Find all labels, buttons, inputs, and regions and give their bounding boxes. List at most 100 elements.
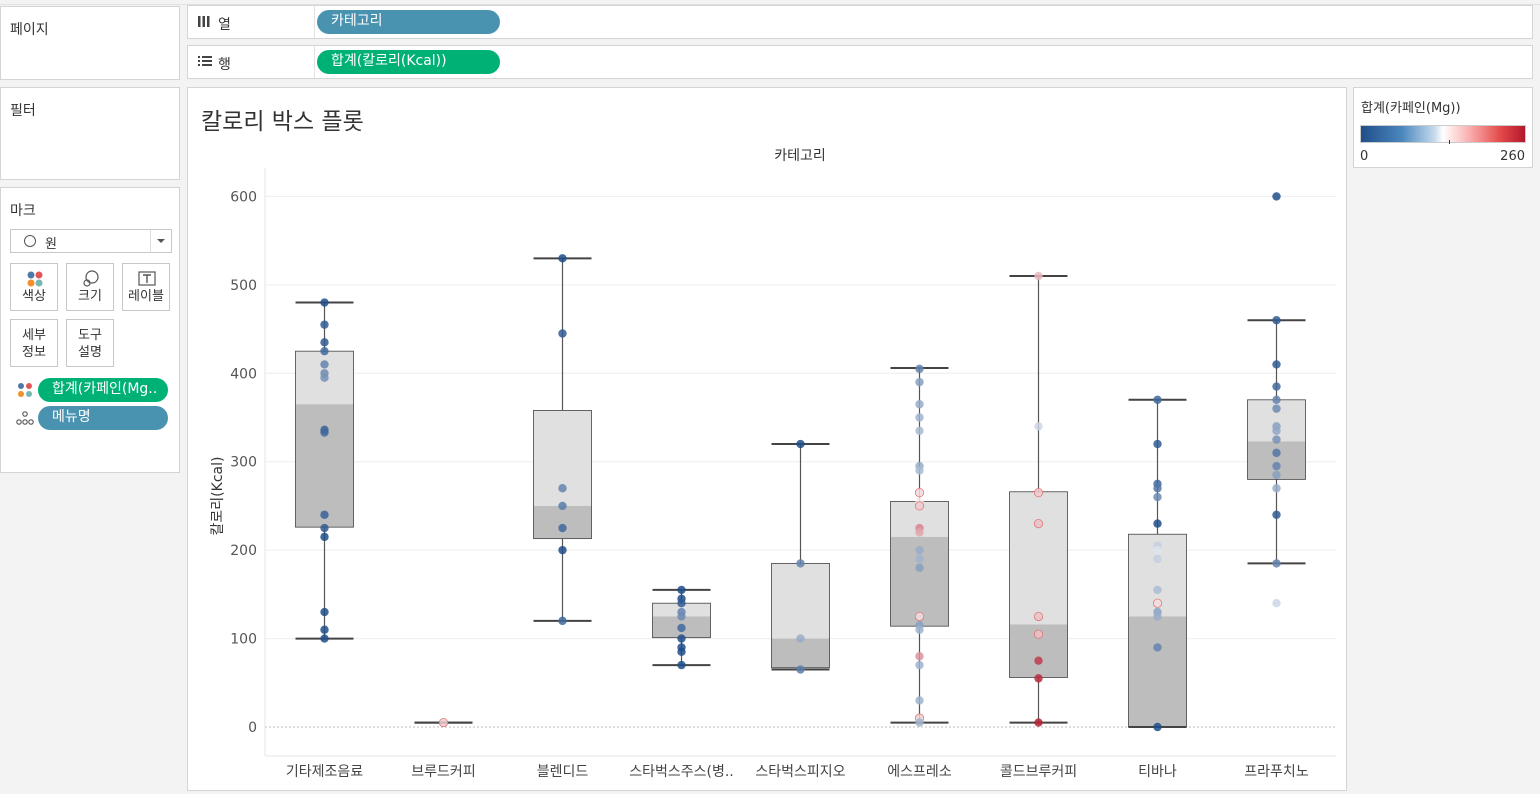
data-point[interactable] xyxy=(1034,656,1043,665)
columns-pill[interactable]: 카테고리 xyxy=(317,10,500,34)
mark-type-dropdown[interactable]: 원 xyxy=(10,229,172,253)
data-point[interactable] xyxy=(1153,643,1162,652)
data-point[interactable] xyxy=(796,634,805,643)
tooltip-button[interactable]: 도구 설명 xyxy=(66,319,114,367)
data-point[interactable] xyxy=(915,554,924,564)
data-point[interactable] xyxy=(320,607,329,617)
label-button[interactable]: 레이블 xyxy=(122,263,170,311)
data-point[interactable] xyxy=(915,718,924,727)
data-point[interactable] xyxy=(915,426,924,435)
data-point[interactable] xyxy=(320,373,329,382)
data-point[interactable] xyxy=(1272,435,1281,444)
data-point[interactable] xyxy=(1272,382,1281,391)
data-point[interactable] xyxy=(558,484,567,493)
data-point[interactable] xyxy=(558,616,567,626)
data-point[interactable] xyxy=(796,665,805,674)
data-point[interactable] xyxy=(1034,674,1043,683)
data-point[interactable] xyxy=(1153,545,1162,555)
data-point[interactable] xyxy=(1272,360,1281,369)
data-point[interactable] xyxy=(320,338,329,347)
data-point[interactable] xyxy=(1034,271,1043,281)
box-4[interactable] xyxy=(771,443,830,671)
data-point[interactable] xyxy=(677,660,686,670)
data-point[interactable] xyxy=(1153,585,1162,595)
data-point[interactable] xyxy=(1272,510,1281,519)
data-point[interactable] xyxy=(320,510,329,519)
data-point[interactable] xyxy=(1272,316,1281,325)
data-point[interactable] xyxy=(915,528,924,537)
data-point[interactable] xyxy=(914,488,925,498)
rows-shelf[interactable]: 행 합계(칼로리(Kcal)) xyxy=(187,45,1533,79)
data-point[interactable] xyxy=(1272,448,1281,458)
data-point[interactable] xyxy=(320,625,329,634)
data-point[interactable] xyxy=(320,523,329,533)
data-point[interactable] xyxy=(438,717,449,728)
data-point[interactable] xyxy=(1272,461,1281,471)
data-point[interactable] xyxy=(1272,395,1281,405)
data-point[interactable] xyxy=(1272,484,1281,493)
data-point[interactable] xyxy=(1153,612,1162,621)
data-point[interactable] xyxy=(1033,488,1044,498)
data-point[interactable] xyxy=(320,634,329,643)
detail-field-pill[interactable]: 메뉴명 xyxy=(38,406,168,430)
data-point[interactable] xyxy=(558,545,567,555)
color-legend[interactable]: 합계(카페인(Mg)) 0 260 xyxy=(1353,87,1533,168)
data-point[interactable] xyxy=(1153,722,1162,732)
box-2[interactable] xyxy=(533,257,592,622)
data-point[interactable] xyxy=(320,298,329,307)
data-point[interactable] xyxy=(915,625,924,634)
data-point[interactable] xyxy=(915,696,924,705)
pages-shelf[interactable]: 페이지 xyxy=(0,6,180,80)
box-6[interactable] xyxy=(1009,275,1068,724)
data-point[interactable] xyxy=(796,559,805,568)
data-point[interactable] xyxy=(1153,439,1162,449)
color-field-pill[interactable]: 합계(카페인(Mg.. xyxy=(38,378,168,402)
data-point[interactable] xyxy=(1153,519,1162,528)
data-point[interactable] xyxy=(1272,598,1281,608)
data-point[interactable] xyxy=(677,612,686,621)
data-point[interactable] xyxy=(1153,554,1162,564)
data-point[interactable] xyxy=(915,652,924,661)
data-point[interactable] xyxy=(1153,395,1162,405)
data-point[interactable] xyxy=(677,585,686,595)
data-point[interactable] xyxy=(677,634,686,643)
data-point[interactable] xyxy=(1033,611,1044,622)
data-point[interactable] xyxy=(677,623,686,633)
size-button[interactable]: 크기 xyxy=(66,263,114,311)
data-point[interactable] xyxy=(915,545,924,555)
data-point[interactable] xyxy=(915,466,924,475)
box-0[interactable] xyxy=(295,301,354,640)
data-point[interactable] xyxy=(558,523,567,533)
data-point[interactable] xyxy=(914,501,925,511)
data-point[interactable] xyxy=(677,598,686,608)
data-point[interactable] xyxy=(1033,629,1044,639)
data-point[interactable] xyxy=(1033,519,1044,529)
data-point[interactable] xyxy=(1272,426,1281,435)
data-point[interactable] xyxy=(558,254,567,263)
color-button[interactable]: 색상 xyxy=(10,263,58,311)
data-point[interactable] xyxy=(677,647,686,657)
data-point[interactable] xyxy=(558,329,567,338)
data-point[interactable] xyxy=(915,563,924,573)
data-point[interactable] xyxy=(796,439,805,449)
data-point[interactable] xyxy=(320,360,329,369)
data-point[interactable] xyxy=(915,400,924,409)
data-point[interactable] xyxy=(320,346,329,356)
data-point[interactable] xyxy=(915,413,924,422)
data-point[interactable] xyxy=(1272,470,1281,480)
data-point[interactable] xyxy=(915,364,924,374)
data-point[interactable] xyxy=(320,428,329,437)
columns-shelf[interactable]: 열 카테고리 xyxy=(187,5,1533,39)
data-point[interactable] xyxy=(1034,422,1043,431)
data-point[interactable] xyxy=(1272,404,1281,413)
data-point[interactable] xyxy=(1153,492,1162,502)
detail-button[interactable]: 세부 정보 xyxy=(10,319,58,367)
data-point[interactable] xyxy=(914,611,925,622)
data-point[interactable] xyxy=(1272,192,1281,201)
filters-shelf[interactable]: 필터 xyxy=(0,87,180,180)
data-point[interactable] xyxy=(1272,559,1281,568)
data-point[interactable] xyxy=(320,532,329,542)
data-point[interactable] xyxy=(915,660,924,670)
data-point[interactable] xyxy=(915,377,924,387)
data-point[interactable] xyxy=(1034,718,1043,727)
